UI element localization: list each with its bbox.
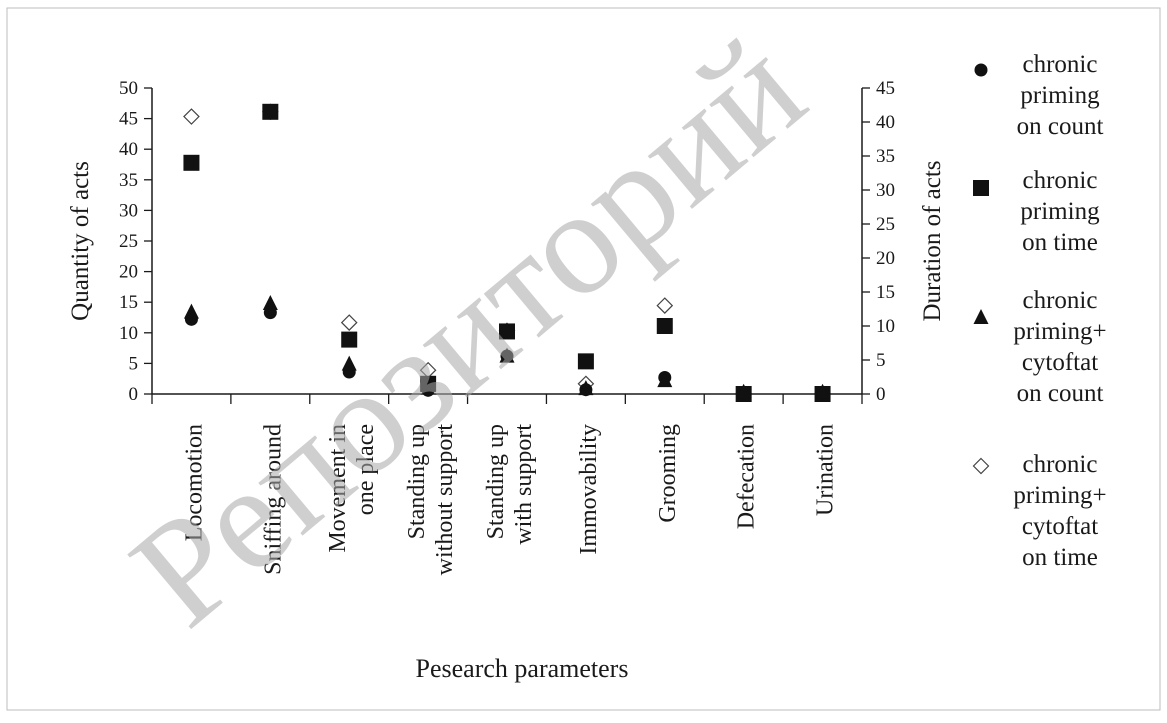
right-axis-title: Duration of acts [919, 160, 946, 321]
left-y-tick-label: 5 [129, 353, 139, 374]
data-point-square [183, 154, 200, 171]
legend-label: chronic priming+ cytoftat on count [1013, 287, 1106, 407]
data-point-diamond-open [656, 297, 674, 314]
data-point-diamond-open [183, 108, 200, 125]
legend-layer: chronic priming on count chronic priming on t… [972, 51, 1107, 571]
data-point-triangle [262, 295, 278, 311]
category-label: Urination [813, 424, 839, 516]
left-y-tick-label: 10 [119, 323, 138, 344]
right-y-tick-label: 30 [876, 180, 895, 201]
data-point-triangle [736, 383, 752, 399]
x-axis-title: Pesearch parameters [416, 654, 629, 683]
right-y-tick-label: 5 [876, 350, 886, 371]
legend-marker-square [973, 180, 989, 196]
category-label: Standing upwith support [483, 424, 537, 545]
right-y-tick-label: 35 [876, 146, 895, 167]
legend-label: chronic priming on time [1020, 167, 1100, 256]
category-label: Sniffing around [260, 424, 286, 575]
right-y-tick-label: 45 [876, 78, 895, 99]
legend-marker-triangle [973, 309, 989, 324]
legend-label: chronic priming on count [1017, 51, 1104, 140]
left-y-tick-label: 45 [119, 109, 138, 130]
category-label: Defecation [734, 424, 760, 529]
data-point-square [341, 331, 358, 348]
right-y-tick-label: 25 [876, 214, 895, 235]
category-label: Immovability [576, 424, 602, 555]
legend-label: chronic priming+ cytoftat on time [1013, 451, 1106, 571]
left-y-tick-label: 15 [119, 292, 138, 313]
category-label: Standing upwithout support [404, 424, 458, 576]
left-y-tick-label: 0 [129, 384, 139, 405]
data-point-triangle [420, 377, 436, 393]
left-axis-title: Quantity of acts [67, 161, 94, 321]
data-point-triangle [815, 383, 831, 399]
left-y-tick-label: 30 [119, 200, 138, 221]
data-point-diamond-open [340, 314, 358, 331]
data-point-square [499, 323, 515, 340]
right-y-tick-label: 15 [876, 282, 895, 303]
data-point-triangle [657, 372, 673, 388]
axes-layer: 0 5 10 15 20 25 30 35 40 45 50 0 5 10 15 20 25 30 35 40 45 Qu… [67, 78, 946, 683]
right-y-tick-label: 20 [876, 248, 895, 269]
data-point-triangle [183, 303, 199, 319]
data-point-square [577, 353, 594, 370]
category-label: Movement inone place [325, 424, 379, 553]
data-point-square [262, 103, 279, 120]
right-y-tick-label: 40 [876, 112, 895, 133]
right-y-tick-label: 10 [876, 316, 895, 337]
legend-marker-circle [974, 63, 988, 77]
data-point-triangle [341, 355, 357, 371]
data-point-square [656, 318, 673, 334]
category-label: Grooming [655, 424, 681, 523]
left-y-tick-label: 35 [119, 170, 138, 191]
data-point-triangle [499, 347, 515, 363]
left-y-tick-label: 25 [119, 231, 138, 252]
category-label: Locomotion [181, 424, 207, 541]
left-y-tick-label: 40 [119, 139, 138, 160]
left-y-tick-label: 20 [119, 262, 138, 283]
legend-marker-diamond-open [972, 457, 990, 475]
data-point-triangle [578, 380, 594, 396]
right-y-tick-label: 0 [876, 384, 886, 405]
left-y-tick-label: 50 [119, 78, 138, 99]
marks-layer [183, 103, 831, 402]
